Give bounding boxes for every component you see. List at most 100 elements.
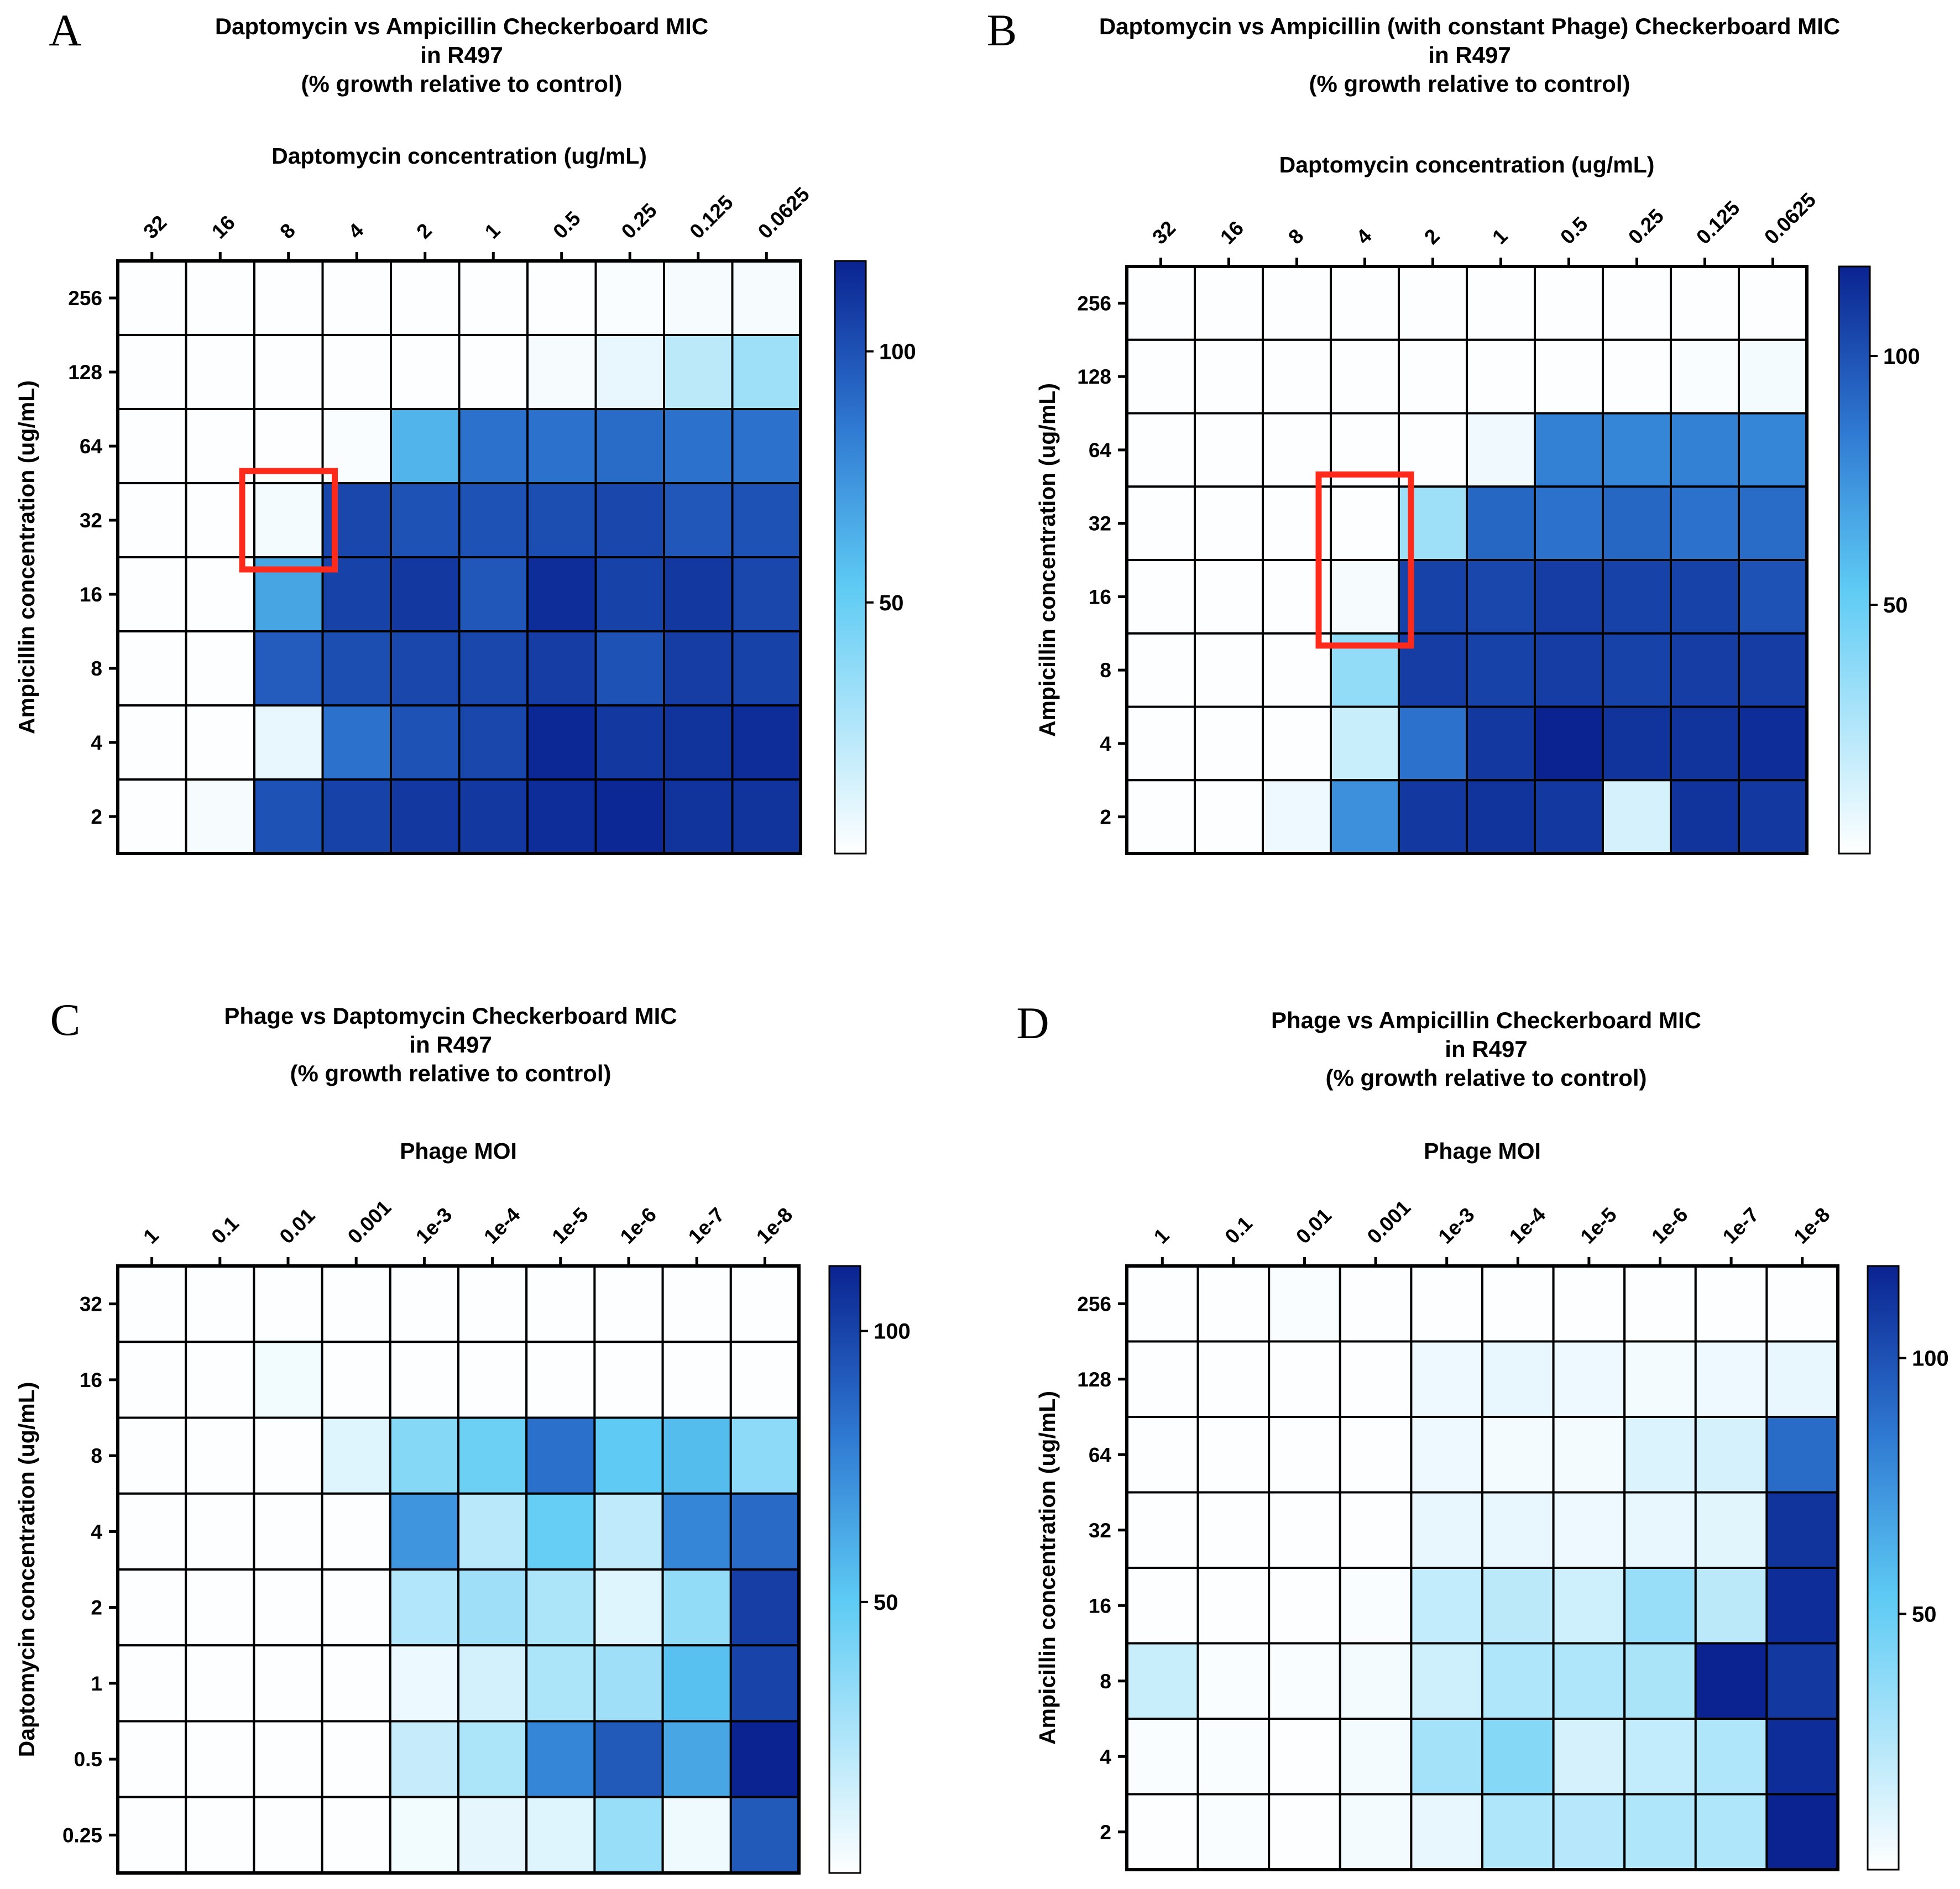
x-tick-label: 1e-6 xyxy=(1647,1203,1692,1248)
heatmap-cell xyxy=(1694,1340,1768,1418)
heatmap-cell xyxy=(117,1720,187,1798)
x-tick-label: 1 xyxy=(480,219,505,243)
heatmap-cell xyxy=(1623,1642,1697,1720)
panel-d: D Phage vs Ampicillin Checkerboard MIC in … xyxy=(1016,998,1949,1871)
panel-letter: D xyxy=(1016,998,1049,1048)
heatmap-cell xyxy=(1694,1416,1768,1494)
heatmap-cell xyxy=(1765,1416,1839,1494)
y-tick-label: 64 xyxy=(80,435,103,458)
heatmap-cell xyxy=(1534,779,1604,855)
heatmap-cell xyxy=(1410,1491,1483,1569)
heatmap-cell xyxy=(1466,705,1536,782)
heatmap-cell xyxy=(1196,1718,1271,1796)
heatmap-cell xyxy=(525,1796,596,1874)
heatmap-cell xyxy=(1339,1416,1413,1494)
heatmap-cell xyxy=(594,556,665,632)
heatmap-cell xyxy=(1738,412,1808,488)
heatmap-cell xyxy=(321,1416,391,1495)
heatmap-cell xyxy=(185,630,255,707)
heatmap-cell xyxy=(1534,265,1604,341)
heatmap-cell xyxy=(1602,265,1672,341)
heatmap-cell xyxy=(1194,632,1264,708)
heatmap-cell xyxy=(1694,1567,1768,1645)
chart-title-line: Phage vs Ampicillin Checkerboard MIC xyxy=(1271,1007,1701,1033)
heatmap-cell xyxy=(1466,632,1536,708)
y-tick-label: 2 xyxy=(91,1597,102,1619)
x-tick-label: 1e-3 xyxy=(1434,1203,1478,1248)
heatmap-cell xyxy=(253,778,324,855)
heatmap-cell xyxy=(1481,1265,1555,1343)
heatmap-cell xyxy=(1330,705,1400,782)
heatmap-cell xyxy=(1126,1567,1199,1645)
heatmap-cell xyxy=(1268,1567,1341,1645)
heatmap-cell xyxy=(594,630,665,707)
heatmap-cell xyxy=(526,260,597,336)
chart-title-line: in R497 xyxy=(1445,1036,1527,1062)
heatmap-cell xyxy=(661,1416,732,1495)
heatmap-cell xyxy=(661,1720,732,1798)
heatmap-cell xyxy=(253,630,324,707)
heatmap-cell xyxy=(1268,1642,1341,1720)
x-tick-label: 1 xyxy=(1149,1224,1174,1248)
heatmap-cell xyxy=(525,1492,596,1571)
heatmap-cell xyxy=(594,334,665,410)
x-tick-label: 1e-6 xyxy=(616,1203,661,1248)
heatmap-cell xyxy=(185,1416,255,1495)
heatmap-cell xyxy=(321,1796,391,1874)
panel-b: B Daptomycin vs Ampicillin (with constant… xyxy=(987,5,1920,855)
heatmap-cell xyxy=(1196,1491,1271,1569)
heatmap-cell xyxy=(1765,1491,1839,1569)
heatmap-cell xyxy=(117,1644,187,1723)
x-tick-label: 1e-5 xyxy=(1576,1203,1621,1248)
heatmap-cell xyxy=(1126,1642,1199,1720)
heatmap-cell xyxy=(253,1796,323,1874)
x-tick-label: 32 xyxy=(139,211,171,243)
y-tick-label: 16 xyxy=(80,1369,102,1391)
heatmap-cell xyxy=(390,260,461,336)
heatmap-cell xyxy=(185,334,255,410)
heatmap-cell xyxy=(185,1644,255,1723)
heatmap-cell xyxy=(663,260,734,336)
heatmap-cell xyxy=(525,1568,596,1647)
y-tick-label: 16 xyxy=(80,583,102,606)
heatmap-cell xyxy=(1765,1567,1839,1645)
panel-c: C Phage vs Daptomycin Checkerboard MIC in … xyxy=(14,995,911,1875)
x-tick-label: 1e-5 xyxy=(547,1203,592,1248)
x-tick-label: 1e-7 xyxy=(1718,1203,1763,1248)
heatmap-cell xyxy=(117,778,187,855)
heatmap-cell xyxy=(526,778,597,855)
heatmap-cell xyxy=(117,482,187,558)
heatmap-cell xyxy=(1738,559,1808,635)
heatmap-cell xyxy=(1268,1416,1341,1494)
heatmap-cell xyxy=(1623,1491,1697,1569)
x-tick-label: 16 xyxy=(207,211,239,243)
heatmap-cell xyxy=(729,1341,801,1419)
heatmap-cell xyxy=(185,1796,255,1874)
heatmap-cell xyxy=(1534,412,1604,488)
heatmap-cell xyxy=(593,1265,664,1343)
heatmap-cell xyxy=(185,260,255,336)
heatmap-cell xyxy=(593,1492,664,1571)
heatmap-cell xyxy=(1623,1340,1697,1418)
heatmap-cell xyxy=(731,408,802,484)
heatmap-cell xyxy=(185,778,255,855)
heatmap-cell xyxy=(1339,1491,1413,1569)
grid-border xyxy=(1125,1264,1839,1871)
heatmap-cell xyxy=(253,1644,323,1723)
heatmap-cell xyxy=(1196,1567,1271,1645)
x-tick-label: 0.125 xyxy=(1692,196,1744,248)
heatmap-cell xyxy=(1623,1793,1697,1871)
x-tick-label: 0.1 xyxy=(207,1212,243,1248)
heatmap-cell xyxy=(1534,559,1604,635)
heatmap-cell xyxy=(321,334,392,410)
heatmap-cell xyxy=(253,1568,323,1647)
heatmap-cell xyxy=(458,778,529,855)
heatmap-cell xyxy=(594,704,665,781)
heatmap-cell xyxy=(1410,1265,1483,1343)
x-tick-label: 2 xyxy=(1420,224,1444,249)
heatmap-cell xyxy=(1410,1340,1483,1418)
heatmap-cell xyxy=(731,260,802,336)
x-tick-label: 2 xyxy=(412,219,436,243)
heatmap-cell xyxy=(321,260,392,336)
heatmap-cell xyxy=(1126,265,1196,341)
